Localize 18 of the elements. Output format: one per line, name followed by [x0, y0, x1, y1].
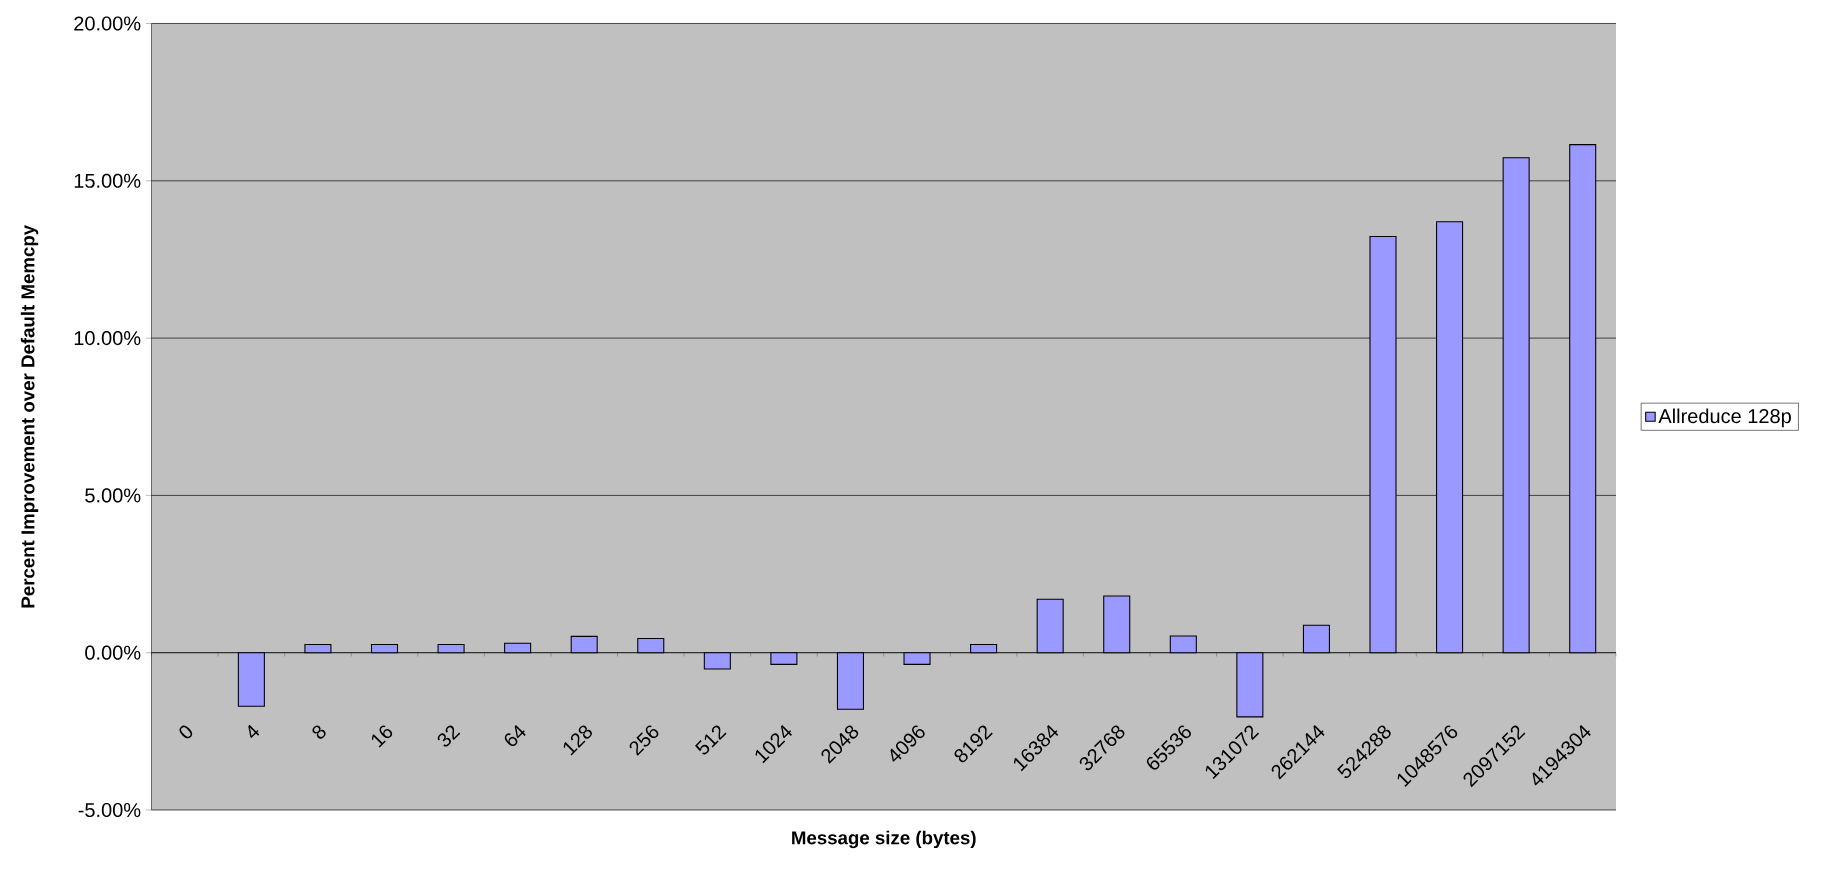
x-tick-label: 8: [312, 725, 326, 739]
x-tick-label: 16: [371, 725, 393, 748]
y-tick-label: 5.00%: [85, 488, 141, 503]
x-tick-label: 64: [504, 724, 526, 747]
y-tick-label: 15.00%: [74, 173, 141, 188]
x-tick-label: 128: [563, 725, 592, 756]
x-tick-label: 256: [629, 725, 659, 756]
x-tick-label: 512: [695, 725, 727, 755]
x-tick-label: 0: [179, 725, 193, 739]
x-tick-label: 4: [248, 724, 260, 739]
x-tick-label: 32: [437, 725, 461, 747]
y-tick-label: 0.00%: [85, 645, 141, 660]
y-tick-label: -5.00%: [78, 802, 141, 818]
y-tick-label: 10.00%: [74, 331, 141, 346]
legend-label: Allreduce 128p: [1658, 408, 1791, 428]
y-tick-label: 20.00%: [74, 16, 141, 31]
x-axis-title: Message size (bytes): [792, 830, 976, 849]
y-axis-title: Percent Improvement over Default Memcpy: [20, 224, 39, 608]
